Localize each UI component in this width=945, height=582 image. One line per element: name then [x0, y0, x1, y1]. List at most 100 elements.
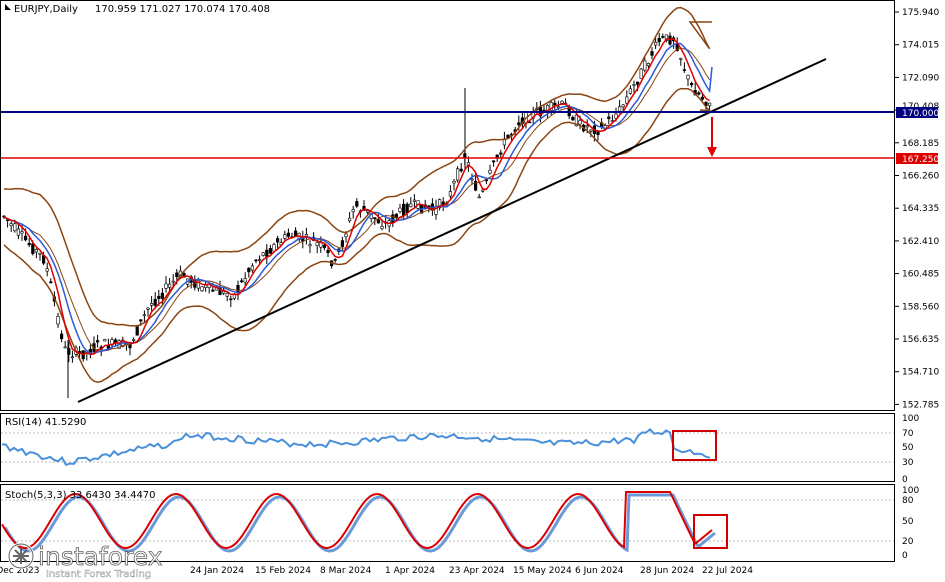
rsi-highlight-box [672, 430, 717, 461]
candle-body [452, 181, 456, 184]
candle-body [103, 339, 107, 342]
candle-body [160, 292, 165, 299]
candle-body [614, 113, 618, 119]
candle-body [56, 316, 60, 325]
candle-body [200, 286, 204, 292]
candle-body [326, 250, 330, 254]
candle-body [625, 96, 629, 104]
candle-body [70, 356, 74, 359]
candle-body [214, 287, 219, 291]
price-tick-label: 166.260 [902, 172, 939, 182]
candle-body [96, 340, 100, 343]
candle-body [63, 346, 67, 349]
ma-fast-line [3, 38, 710, 356]
candle-body [394, 213, 399, 218]
candle-body [27, 242, 31, 246]
level-blue-label: 170.000 [902, 109, 939, 119]
watermark: instaforex Instant Forex Trading [7, 542, 163, 580]
candle-body [150, 303, 154, 306]
candle-body [286, 232, 291, 237]
candle-body [59, 333, 64, 340]
rsi-title: RSI(14) 41.5290 [5, 417, 86, 428]
candle-body [182, 273, 186, 278]
trendline [77, 58, 827, 403]
candle-body [351, 209, 355, 213]
candle-body [635, 81, 640, 85]
candle-body [362, 205, 366, 211]
bollinger-bands [3, 6, 712, 383]
candle-body [578, 120, 582, 125]
candle-body [549, 102, 553, 111]
candle-body [315, 242, 319, 246]
candle-body [45, 268, 49, 272]
candle-body [171, 280, 175, 283]
candle-body [240, 280, 244, 283]
candle-body [322, 244, 327, 249]
price-tick-label: 172.090 [902, 73, 939, 83]
stoch-guides [1, 499, 894, 542]
candle-body [275, 238, 280, 243]
candle-body [225, 293, 229, 297]
price-tick-label: 175.940 [902, 8, 939, 18]
candle-body [344, 233, 348, 237]
candle-body [632, 84, 636, 86]
stoch-tick-label: 80 [902, 496, 914, 506]
stoch-tick-label: 100 [902, 486, 919, 496]
candle-body [20, 231, 24, 234]
price-tick-label: 164.335 [902, 204, 939, 214]
date-tick-label: 15 May 2024 [513, 566, 572, 576]
candle-body [697, 92, 701, 95]
candle-body [571, 116, 575, 121]
candle-body [617, 106, 622, 112]
level-red-tag: 167.250 [896, 153, 939, 165]
candle-body [455, 168, 460, 181]
level-blue-tag: 170.000 [896, 107, 939, 119]
candle-body [481, 189, 485, 192]
candle-body [365, 210, 370, 213]
stoch-tick-label: 50 [902, 517, 914, 527]
candle-body [34, 249, 38, 253]
candle-body [9, 223, 13, 227]
stoch-tick-label: 20 [902, 537, 914, 547]
rsi-line [1, 428, 711, 466]
candle-body [211, 289, 215, 292]
candle-body [308, 244, 312, 247]
candle-body [261, 252, 265, 256]
candle-body [585, 125, 589, 128]
candle-body [175, 272, 179, 277]
ma-slow-line [3, 42, 713, 355]
level-red-label: 167.250 [902, 155, 939, 165]
price-axis: 175.940174.015172.090170.165168.185166.2… [894, 8, 939, 410]
candle-body [257, 259, 262, 261]
candle-body [139, 319, 143, 322]
rsi-axis: 100 70 50 30 0 [902, 414, 919, 485]
candle-body [628, 88, 632, 94]
candle-body [146, 307, 150, 310]
rsi-panel [0, 413, 895, 482]
candle-body [401, 203, 406, 217]
price-tick-label: 174.015 [902, 41, 939, 51]
price-tick-label: 156.635 [902, 335, 939, 345]
candle-body [560, 100, 564, 104]
candle-body [686, 75, 690, 80]
candle-body [477, 196, 481, 199]
candle-body [243, 278, 247, 283]
candle-body [6, 219, 10, 222]
candle-body [409, 203, 413, 208]
candle-body [229, 298, 233, 301]
candle-body [689, 82, 694, 86]
candle-body [682, 69, 686, 71]
candle-body [268, 248, 273, 254]
candle-body [376, 219, 381, 224]
candle-body [607, 116, 611, 120]
candle-body [412, 199, 417, 202]
candle-body [265, 249, 269, 257]
bollinger-lower [3, 87, 712, 383]
candle-body [196, 280, 201, 289]
candle-body [473, 181, 478, 191]
candle-body [128, 344, 132, 349]
candle-body [448, 191, 453, 197]
candle-body [542, 109, 546, 112]
symbol-title: EURJPY,Daily [14, 4, 78, 15]
candle-body [643, 60, 647, 71]
